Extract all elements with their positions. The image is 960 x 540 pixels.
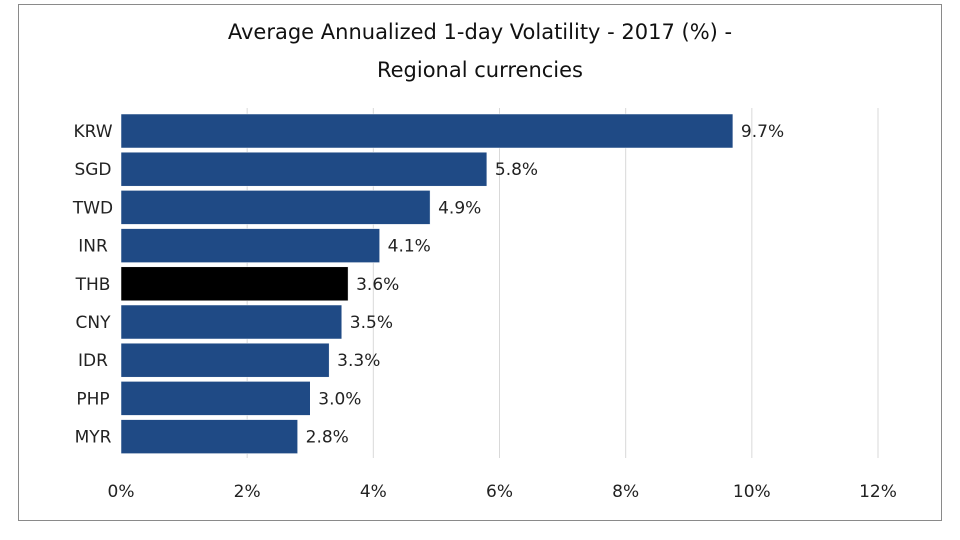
bar-thb [120, 266, 349, 302]
bar-php [120, 381, 311, 416]
category-label: MYR [75, 428, 112, 448]
bar-idr [120, 342, 330, 378]
x-tick-label: 2% [234, 482, 261, 502]
category-label: IDR [78, 351, 108, 371]
x-tick-label: 4% [360, 482, 387, 502]
bar-sgd [120, 151, 488, 187]
data-label: 3.3% [337, 351, 380, 371]
bar-inr [120, 228, 380, 263]
x-tick-label: 12% [859, 482, 897, 502]
data-label: 9.7% [741, 122, 784, 142]
category-label: INR [78, 237, 108, 257]
data-label: 3.0% [318, 389, 361, 409]
bar-krw [120, 113, 734, 149]
category-label: SGD [74, 160, 111, 180]
data-label: 3.6% [356, 275, 399, 295]
category-label: CNY [76, 313, 112, 333]
bar-cny [120, 304, 343, 340]
data-label: 4.9% [438, 198, 481, 218]
bar-myr [120, 419, 298, 454]
category-label: TWD [72, 198, 113, 218]
data-label: 4.1% [388, 237, 431, 257]
category-label: THB [75, 275, 111, 295]
chart-title-line2: Regional currencies [376, 58, 584, 82]
x-tick-label: 6% [486, 482, 513, 502]
chart-title-line1: Average Annualized 1-day Volatility - 20… [227, 20, 733, 44]
data-label: 5.8% [495, 160, 538, 180]
data-label: 2.8% [306, 428, 349, 448]
category-label: KRW [73, 122, 112, 142]
x-tick-label: 0% [108, 482, 135, 502]
bar-twd [120, 190, 431, 225]
x-tick-label: 8% [612, 482, 639, 502]
chart-frame [18, 4, 942, 521]
data-label: 3.5% [350, 313, 393, 333]
category-label: PHP [76, 389, 109, 409]
x-tick-label: 10% [733, 482, 771, 502]
